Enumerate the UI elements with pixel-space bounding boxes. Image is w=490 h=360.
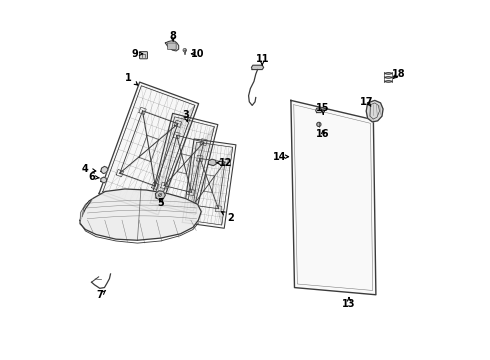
Text: 1: 1 <box>125 73 132 83</box>
Text: 3: 3 <box>182 111 189 121</box>
Text: 6: 6 <box>88 172 95 182</box>
Polygon shape <box>101 166 108 174</box>
Text: 11: 11 <box>255 54 269 64</box>
Text: 12: 12 <box>219 158 232 168</box>
Polygon shape <box>316 108 322 113</box>
Polygon shape <box>166 41 179 51</box>
Polygon shape <box>150 113 218 215</box>
Circle shape <box>183 48 187 52</box>
Text: 9: 9 <box>131 49 138 59</box>
Text: 16: 16 <box>317 129 330 139</box>
Circle shape <box>317 122 321 127</box>
Polygon shape <box>366 100 383 122</box>
Text: 4: 4 <box>82 164 89 174</box>
Text: 2: 2 <box>227 213 234 222</box>
Text: 14: 14 <box>273 152 287 162</box>
Text: 15: 15 <box>317 103 330 113</box>
Polygon shape <box>208 159 216 166</box>
Polygon shape <box>291 100 376 295</box>
FancyBboxPatch shape <box>140 51 147 59</box>
Text: 18: 18 <box>392 69 405 79</box>
Text: 17: 17 <box>360 97 374 107</box>
Text: 10: 10 <box>191 49 204 59</box>
Polygon shape <box>155 191 166 200</box>
Text: 8: 8 <box>169 31 176 41</box>
Polygon shape <box>251 65 264 69</box>
Polygon shape <box>80 199 93 220</box>
Text: 7: 7 <box>97 291 103 301</box>
Polygon shape <box>80 189 201 240</box>
Polygon shape <box>182 139 236 228</box>
FancyBboxPatch shape <box>168 43 176 49</box>
Polygon shape <box>99 82 198 215</box>
Text: 13: 13 <box>342 299 356 309</box>
Polygon shape <box>101 177 107 183</box>
Text: 5: 5 <box>157 198 164 208</box>
